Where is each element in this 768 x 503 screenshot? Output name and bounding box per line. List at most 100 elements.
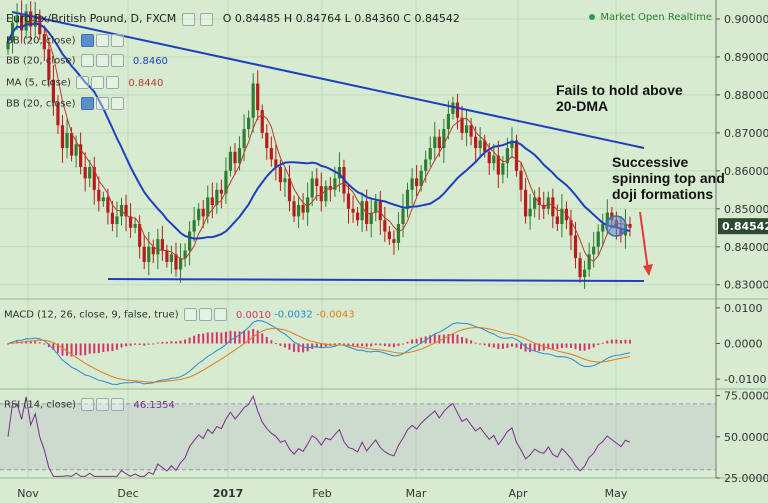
chart-header: Euro Fx/British Pound, D, FXCM O 0.84485…	[6, 12, 460, 26]
candle-body	[555, 216, 559, 224]
candle-body	[69, 132, 74, 156]
macd-histogram-bar	[38, 342, 41, 344]
price-tick-label: 0.88000	[724, 89, 768, 102]
rsi-value: 46.1354	[133, 399, 175, 411]
indicator-row-1[interactable]: BB (20, close)	[6, 34, 124, 47]
candle-body	[560, 208, 564, 224]
indicator-label-1: BB (20, close)	[6, 35, 76, 47]
indicator-row-2[interactable]: BB (20, close) 0.8460	[6, 54, 168, 67]
candle-body	[315, 178, 319, 187]
macd-histogram-bar	[174, 341, 177, 344]
macd-histogram-bar	[52, 343, 55, 350]
macd-histogram-bar	[392, 343, 395, 348]
macd-histogram-bar	[420, 337, 423, 344]
candle-body	[464, 125, 469, 133]
macd-histogram-bar	[25, 340, 28, 344]
settings-icon[interactable]	[95, 34, 109, 47]
rsi-tick-label: 50.0000	[724, 431, 768, 444]
candle-body	[292, 201, 296, 217]
macd-histogram-bar	[324, 343, 327, 347]
price-tick-label: 0.84000	[724, 241, 768, 254]
candle-body	[573, 235, 578, 259]
candle-body	[510, 140, 514, 149]
eye-icon[interactable]	[183, 308, 197, 321]
indicator-row-3[interactable]: MA (5, close) 0.8440	[6, 76, 163, 89]
macd-histogram-bar	[270, 340, 273, 344]
candle-body	[237, 148, 242, 164]
macd-value-2: -0.0032	[274, 309, 313, 321]
settings-icon[interactable]	[198, 308, 212, 321]
settings-icon[interactable]	[95, 97, 109, 110]
rsi-legend[interactable]: RSI (14, close) 46.1354	[4, 398, 175, 411]
market-open-label: Market Open	[600, 12, 665, 23]
rsi-band	[0, 403, 716, 470]
candle-body	[319, 186, 323, 202]
candle-body	[56, 102, 60, 126]
macd-tick-label: -0.0100	[724, 373, 766, 386]
macd-histogram-bar	[515, 343, 518, 348]
candle-body	[6, 41, 10, 50]
macd-histogram-bar	[320, 343, 323, 348]
settings-icon[interactable]	[96, 398, 110, 411]
settings-icon[interactable]	[91, 76, 105, 89]
candle-body	[492, 155, 496, 164]
candle-body	[578, 258, 582, 278]
macd-histogram-bar	[365, 343, 368, 347]
macd-histogram-bar	[202, 333, 205, 344]
macd-histogram-bar	[461, 336, 464, 344]
close-icon[interactable]	[106, 76, 120, 89]
macd-histogram-bar	[579, 343, 582, 351]
candle-body	[115, 216, 119, 224]
candle-body	[260, 110, 264, 133]
settings-icon[interactable]	[95, 54, 109, 67]
price-tick-label: 0.87000	[724, 127, 768, 140]
candle-body	[287, 178, 292, 202]
macd-tick-label: 0.0100	[724, 302, 763, 315]
candle-body	[29, 11, 33, 27]
macd-histogram-bar	[474, 342, 477, 344]
macd-histogram-bar	[220, 332, 223, 344]
indicator-row-4[interactable]: BB (20, close)	[6, 97, 124, 110]
candle-body	[74, 144, 78, 156]
candle-body	[437, 136, 441, 149]
candle-body	[133, 223, 137, 228]
eye-icon[interactable]	[81, 398, 95, 411]
macd-legend[interactable]: MACD (12, 26, close, 9, false, true) 0.0…	[4, 308, 355, 321]
eye-icon[interactable]	[80, 97, 94, 110]
x-tick-label: May	[605, 487, 628, 500]
macd-histogram-bar	[529, 343, 532, 353]
candle-body	[296, 204, 301, 217]
macd-histogram-bar	[302, 343, 305, 353]
macd-histogram-bar	[401, 343, 404, 345]
symbol-title[interactable]: Euro Fx/British Pound, D, FXCM	[6, 12, 177, 25]
settings-icon[interactable]	[181, 12, 195, 26]
eye-icon[interactable]	[80, 34, 94, 47]
candle-body	[269, 148, 273, 160]
annotation-line: 20-DMA	[556, 98, 609, 114]
candle-body	[215, 189, 219, 205]
macd-histogram-bar	[383, 343, 386, 347]
candle-body	[333, 178, 337, 190]
macd-histogram-bar	[297, 343, 300, 353]
candle-body	[569, 220, 573, 236]
macd-histogram-bar	[415, 338, 418, 344]
eye-icon[interactable]	[76, 76, 90, 89]
macd-histogram-bar	[451, 333, 454, 344]
candle-body	[92, 167, 96, 190]
close-icon[interactable]	[213, 308, 227, 321]
candle-body	[138, 223, 142, 247]
eye-icon[interactable]	[80, 54, 94, 67]
candle-body	[160, 239, 164, 251]
annotation-line: doji formations	[612, 186, 714, 202]
close-icon[interactable]	[110, 54, 124, 67]
close-icon[interactable]	[110, 34, 124, 47]
current-price-tag	[718, 218, 768, 235]
candle-body	[301, 204, 305, 213]
x-tick-label: Nov	[17, 487, 39, 500]
eye-icon[interactable]	[200, 12, 214, 26]
close-icon[interactable]	[110, 97, 124, 110]
close-icon[interactable]	[111, 398, 125, 411]
price-tick-label: 0.85000	[724, 203, 768, 216]
candle-body	[101, 197, 105, 202]
